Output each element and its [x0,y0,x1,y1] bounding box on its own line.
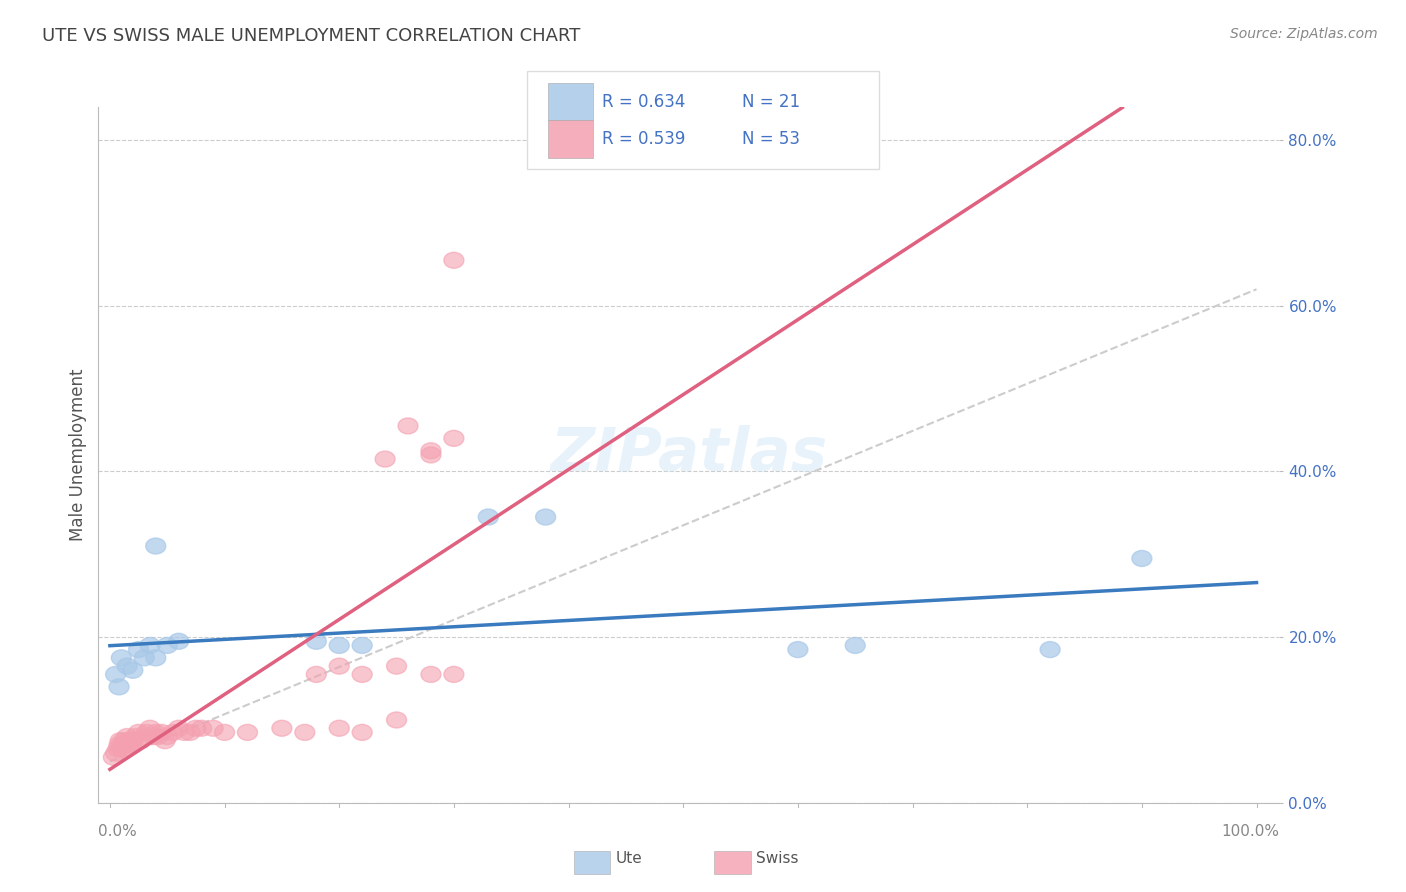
Ellipse shape [122,732,143,748]
Ellipse shape [141,638,160,654]
Text: UTE VS SWISS MALE UNEMPLOYMENT CORRELATION CHART: UTE VS SWISS MALE UNEMPLOYMENT CORRELATI… [42,27,581,45]
Ellipse shape [329,720,349,736]
Ellipse shape [444,252,464,268]
Ellipse shape [146,650,166,665]
Ellipse shape [238,724,257,740]
Ellipse shape [307,666,326,682]
Ellipse shape [478,509,498,525]
Ellipse shape [387,658,406,674]
Ellipse shape [114,732,134,748]
Ellipse shape [141,720,160,736]
Ellipse shape [110,679,129,695]
Ellipse shape [536,509,555,525]
Ellipse shape [186,720,205,736]
Ellipse shape [110,732,131,748]
Ellipse shape [444,430,464,446]
Ellipse shape [117,658,138,674]
Ellipse shape [135,729,155,745]
Ellipse shape [115,741,135,757]
Ellipse shape [444,666,464,682]
Ellipse shape [120,737,139,753]
Ellipse shape [128,724,149,740]
Ellipse shape [307,633,326,649]
Text: Swiss: Swiss [756,852,799,866]
Ellipse shape [375,451,395,467]
Ellipse shape [146,538,166,554]
Ellipse shape [108,741,128,757]
Ellipse shape [420,666,441,682]
Ellipse shape [136,724,156,740]
Ellipse shape [111,650,131,665]
Text: N = 53: N = 53 [742,130,800,148]
Text: N = 21: N = 21 [742,93,800,111]
Ellipse shape [111,741,131,757]
Ellipse shape [169,633,188,649]
Ellipse shape [105,745,125,761]
Text: 100.0%: 100.0% [1222,823,1279,838]
Ellipse shape [157,638,177,654]
Ellipse shape [180,724,200,740]
Ellipse shape [295,724,315,740]
Ellipse shape [215,724,235,740]
Ellipse shape [112,737,132,753]
Ellipse shape [115,737,136,753]
Ellipse shape [105,666,125,682]
Ellipse shape [152,724,172,740]
Ellipse shape [155,732,174,748]
Text: 0.0%: 0.0% [98,823,138,838]
Ellipse shape [131,732,150,748]
Ellipse shape [122,737,142,753]
Text: R = 0.634: R = 0.634 [602,93,685,111]
Ellipse shape [169,720,188,736]
Ellipse shape [1132,550,1152,566]
Ellipse shape [121,732,141,748]
Ellipse shape [174,724,194,740]
Ellipse shape [143,729,163,745]
Ellipse shape [387,712,406,728]
Ellipse shape [845,638,865,654]
Ellipse shape [125,729,145,745]
Ellipse shape [110,737,129,753]
Ellipse shape [352,724,373,740]
Ellipse shape [122,662,143,678]
Ellipse shape [420,442,441,458]
Ellipse shape [787,641,808,657]
Text: R = 0.539: R = 0.539 [602,130,685,148]
Ellipse shape [118,732,138,748]
Text: ZIPatlas: ZIPatlas [550,425,828,484]
Text: Ute: Ute [616,852,643,866]
Ellipse shape [398,418,418,434]
Ellipse shape [329,638,349,654]
Ellipse shape [352,666,373,682]
Ellipse shape [420,447,441,463]
Ellipse shape [329,658,349,674]
Ellipse shape [191,720,212,736]
Ellipse shape [202,720,224,736]
Ellipse shape [148,729,169,745]
Ellipse shape [103,749,124,765]
Ellipse shape [117,729,138,745]
Ellipse shape [163,724,183,740]
Ellipse shape [135,650,155,665]
Ellipse shape [146,724,166,740]
Ellipse shape [1040,641,1060,657]
Ellipse shape [271,720,292,736]
Text: Source: ZipAtlas.com: Source: ZipAtlas.com [1230,27,1378,41]
Ellipse shape [157,729,177,745]
Ellipse shape [352,638,373,654]
Ellipse shape [128,641,149,657]
Y-axis label: Male Unemployment: Male Unemployment [69,368,87,541]
